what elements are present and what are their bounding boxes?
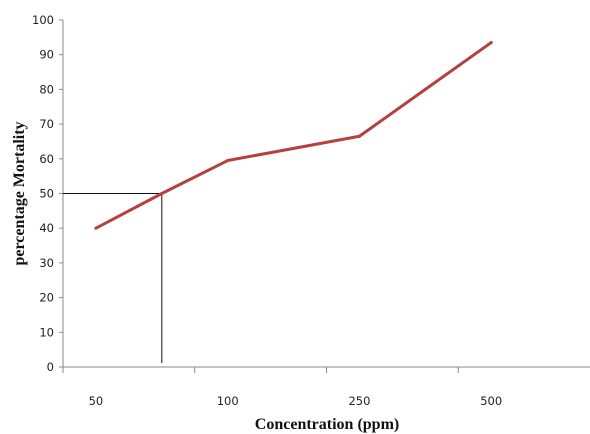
data-point [489, 41, 493, 45]
data-point [423, 87, 427, 91]
data-point [357, 134, 361, 138]
x-axis-ticks: 50 100 250 500 [62, 367, 502, 408]
y-tick-label: 90 [39, 48, 54, 62]
y-tick-label: 0 [47, 360, 54, 374]
reference-lines [63, 193, 163, 363]
x-tick-label: 50 [89, 394, 104, 408]
y-axis-title: percentage Mortality [11, 121, 28, 265]
data-point [94, 226, 98, 230]
y-tick-label: 50 [39, 187, 54, 201]
series-line [94, 41, 493, 230]
data-point [226, 159, 230, 163]
x-tick-label: 100 [217, 394, 239, 408]
y-tick-label: 100 [32, 13, 54, 27]
series-group [94, 41, 493, 230]
y-tick-label: 30 [39, 256, 54, 270]
y-tick-label: 70 [39, 117, 54, 131]
y-tick-label: 10 [39, 325, 54, 339]
x-tick-label: 250 [348, 394, 370, 408]
y-tick-label: 20 [39, 291, 54, 305]
y-axis-ticks: 0 10 20 30 40 50 60 70 80 90 100 [32, 13, 63, 374]
x-tick-label: 500 [480, 394, 502, 408]
data-point [160, 192, 164, 195]
y-tick-label: 80 [39, 82, 54, 96]
y-tick-label: 40 [39, 221, 54, 235]
x-axis-title: Concentration (ppm) [255, 416, 399, 433]
y-tick-label: 60 [39, 152, 54, 166]
